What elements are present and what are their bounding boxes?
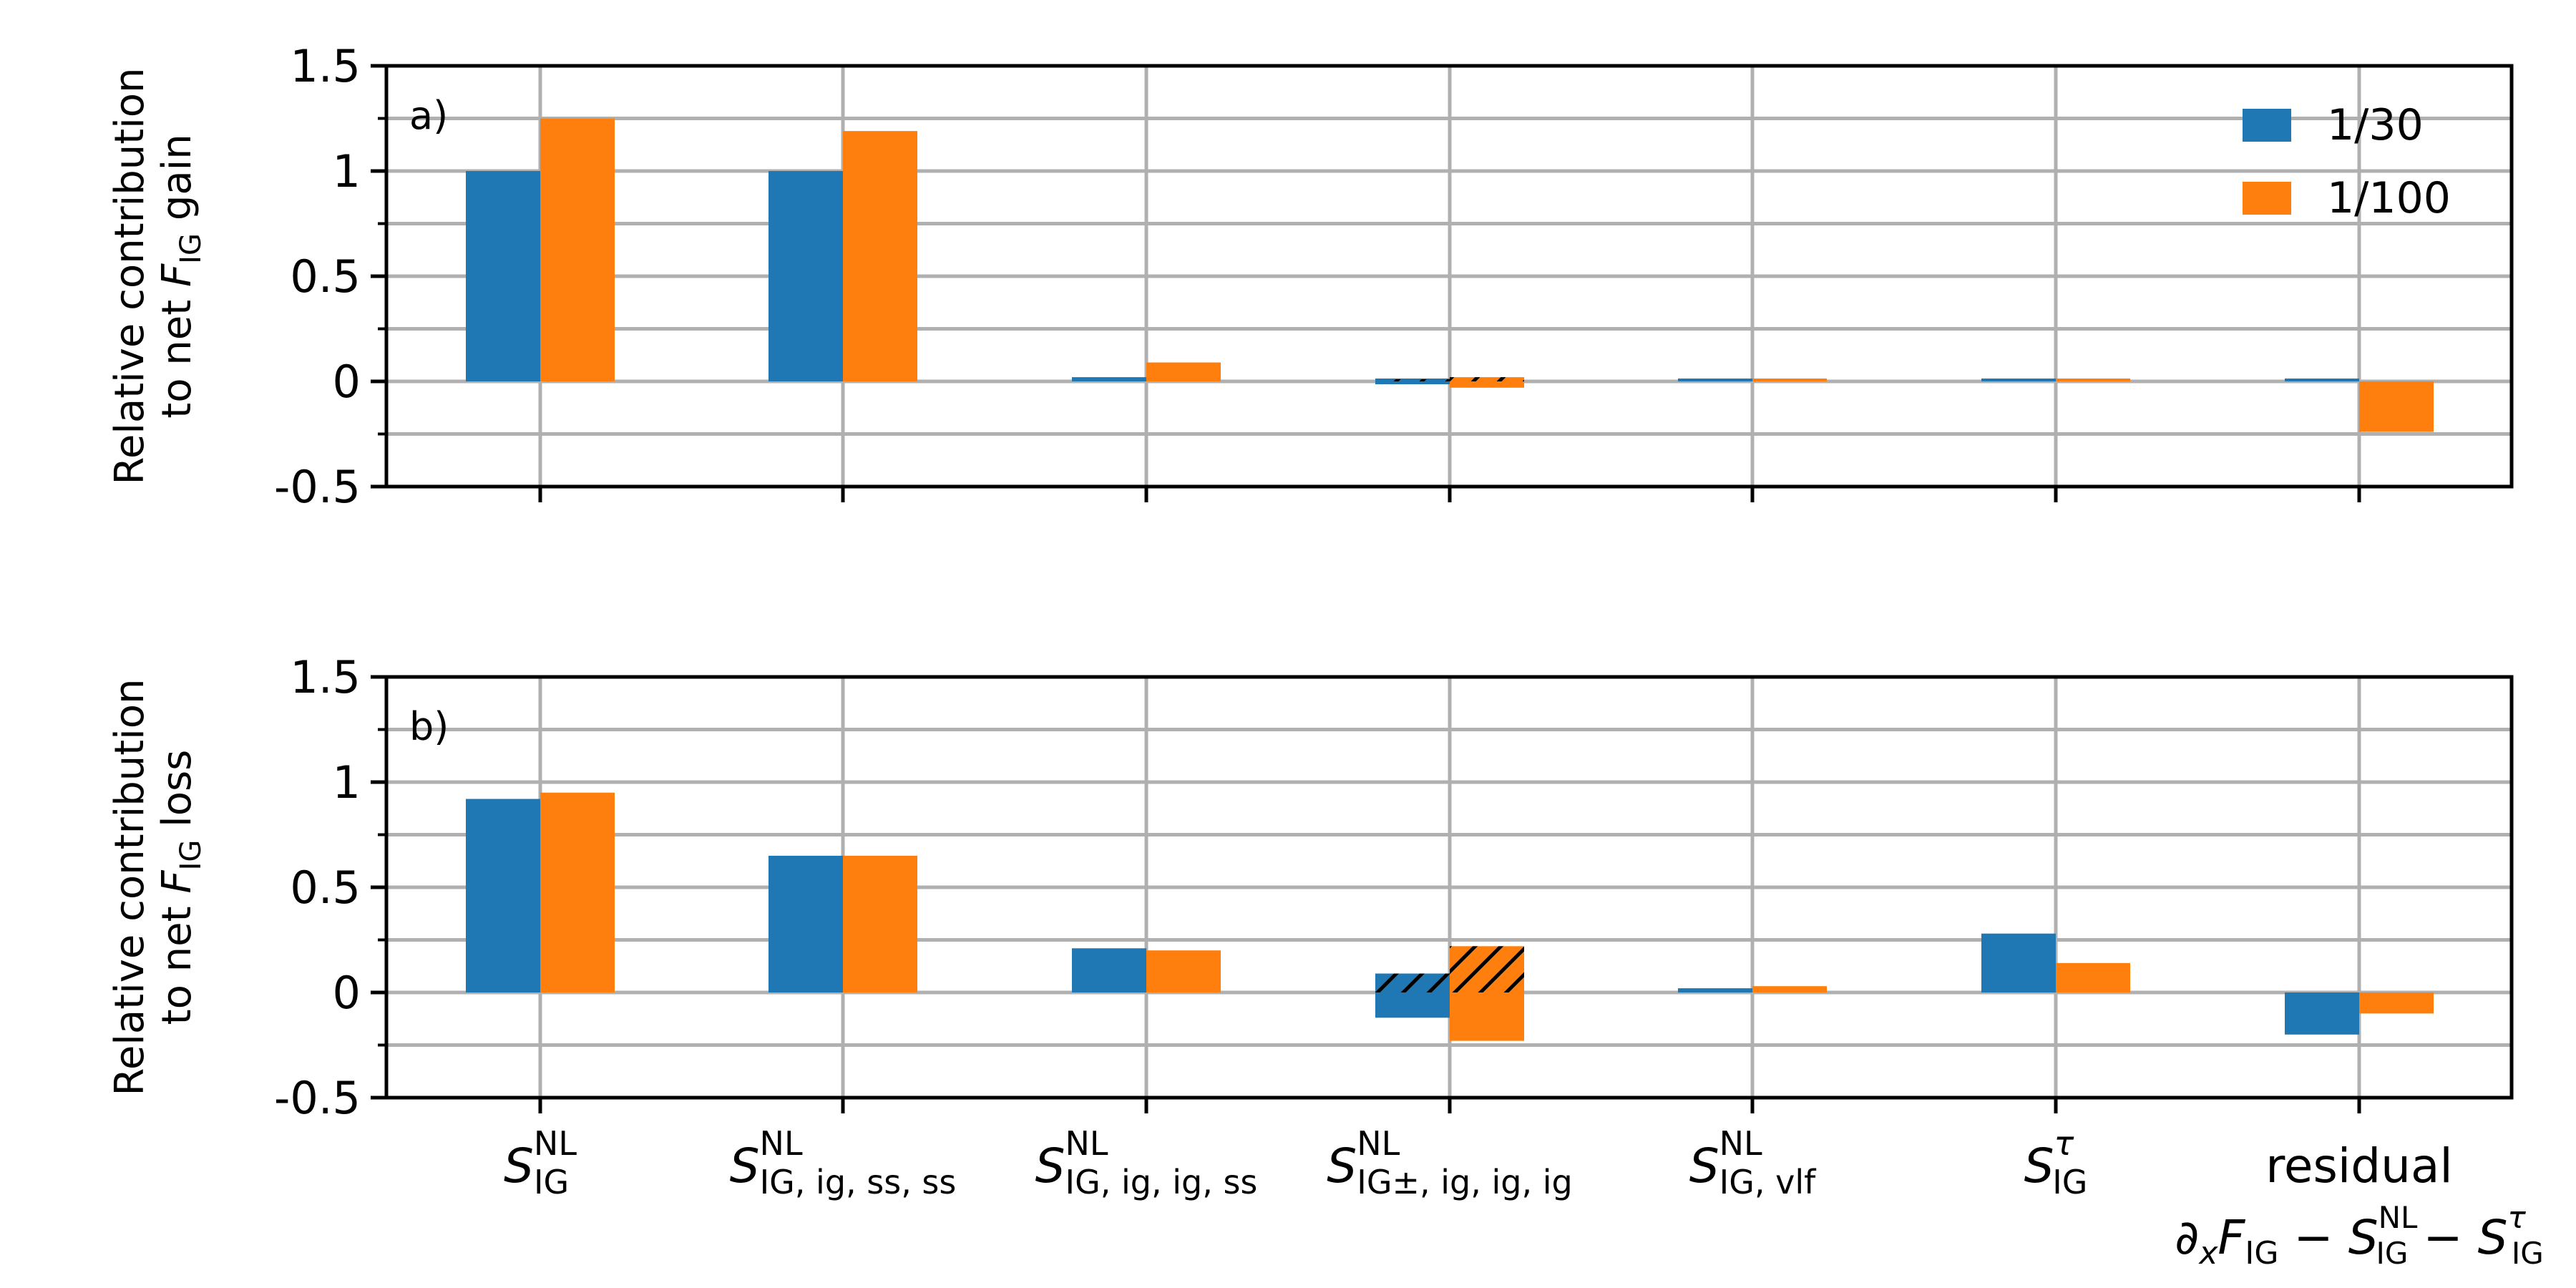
bar-1-100-cat2 <box>1146 362 1221 381</box>
panel-b: 1.5 1 0.5 0 -0.5 b) Relative contributionto ne… <box>107 651 2514 1124</box>
y-tick-label: 1.5 <box>290 651 361 703</box>
x-category-label: SNL IG±, ig, ig, ig <box>1327 1124 1572 1201</box>
y-tick-label: 0.5 <box>290 862 361 914</box>
hatch-overlay-cat3 <box>1450 377 1524 381</box>
legend-entry-label: 1/30 <box>2327 100 2424 150</box>
bar-1-30-cat5 <box>1981 379 2056 381</box>
bar-1-30-cat1 <box>769 855 843 992</box>
bar-1-100-cat6 <box>2359 381 2434 432</box>
bar-1-30-cat2 <box>1072 377 1146 381</box>
x-category-label: SNL IG, ig, ig, ss <box>1035 1124 1258 1201</box>
panel-tag: a) <box>409 93 448 138</box>
bar-1-30-cat6 <box>2285 379 2359 381</box>
hatch-overlay-cat3 <box>1450 946 1524 992</box>
legend-entry-label: 1/100 <box>2327 173 2451 223</box>
bar-1-100-cat1 <box>843 131 917 381</box>
x-category-label: SNL IG, ig, ss, ss <box>730 1124 957 1201</box>
hatch-overlay-cat3 <box>1375 973 1450 992</box>
y-axis-label: Relative contributionto net FIG gain <box>107 67 208 484</box>
y-tick-label: 1.5 <box>290 40 361 92</box>
bar-1-30-cat5 <box>1981 933 2056 992</box>
bar-1-30-cat1 <box>769 171 843 381</box>
bar-1-100-cat4 <box>1752 986 1827 992</box>
bar-1-30-cat4 <box>1678 988 1752 992</box>
legend-swatch <box>2243 109 2291 142</box>
legend-swatch <box>2243 182 2291 215</box>
x-category-labels: SNL IG SNL IG, ig, ss, ss SNL IG, ig, ig, ss S… <box>504 1124 2544 1272</box>
bar-negative-1-30-cat3 <box>1375 992 1450 1018</box>
bar-1-100-cat0 <box>540 792 615 992</box>
y-axis-label: Relative contributionto net FIG loss <box>107 678 208 1096</box>
y-tick-label: 0 <box>333 356 361 408</box>
bar-1-100-cat5 <box>2056 962 2130 992</box>
y-tick-label: 1 <box>333 145 361 197</box>
bar-1-30-cat2 <box>1072 948 1146 992</box>
legend: 1/30 1/100 <box>2243 100 2451 223</box>
bar-negative-1-100-cat3 <box>1450 381 1524 388</box>
x-category-label: residual <box>2265 1138 2453 1194</box>
bar-1-30-cat4 <box>1678 379 1752 381</box>
bar-negative-1-30-cat3 <box>1375 381 1450 384</box>
panels-layer: 1.5 1 0.5 0 -0.5 a) Relative contributionto ne… <box>107 40 2514 1124</box>
bar-1-30-cat6 <box>2285 992 2359 1035</box>
x-category-label: SNL IG, vlf <box>1689 1124 1817 1201</box>
bar-1-100-cat1 <box>843 855 917 992</box>
y-tick-label: 1 <box>333 756 361 809</box>
bar-1-100-cat4 <box>1752 379 1827 381</box>
hatch-overlay-cat3 <box>1375 379 1450 383</box>
y-tick-label: -0.5 <box>274 461 361 513</box>
bar-negative-1-100-cat3 <box>1450 992 1524 1041</box>
bar-1-100-cat5 <box>2056 379 2130 381</box>
y-tick-label: 0 <box>333 967 361 1019</box>
bar-1-30-cat0 <box>466 171 540 381</box>
bar-1-30-cat0 <box>466 799 540 992</box>
x-category-sublabel: ∂xFIG − SNL IG − Sτ IG <box>2175 1200 2544 1272</box>
panel-a: 1.5 1 0.5 0 -0.5 a) Relative contributionto ne… <box>107 40 2514 513</box>
bar-1-100-cat0 <box>540 118 615 381</box>
y-tick-label: 0.5 <box>290 250 361 303</box>
bar-1-100-cat2 <box>1146 950 1221 992</box>
panel-tag: b) <box>409 704 449 749</box>
bar-1-100-cat6 <box>2359 992 2434 1014</box>
x-category-label: Sτ IG <box>2024 1124 2088 1201</box>
x-category-label: SNL IG <box>504 1124 577 1201</box>
y-tick-label: -0.5 <box>274 1072 361 1124</box>
